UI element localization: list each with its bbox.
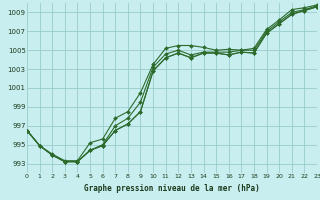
X-axis label: Graphe pression niveau de la mer (hPa): Graphe pression niveau de la mer (hPa) [84, 184, 260, 193]
